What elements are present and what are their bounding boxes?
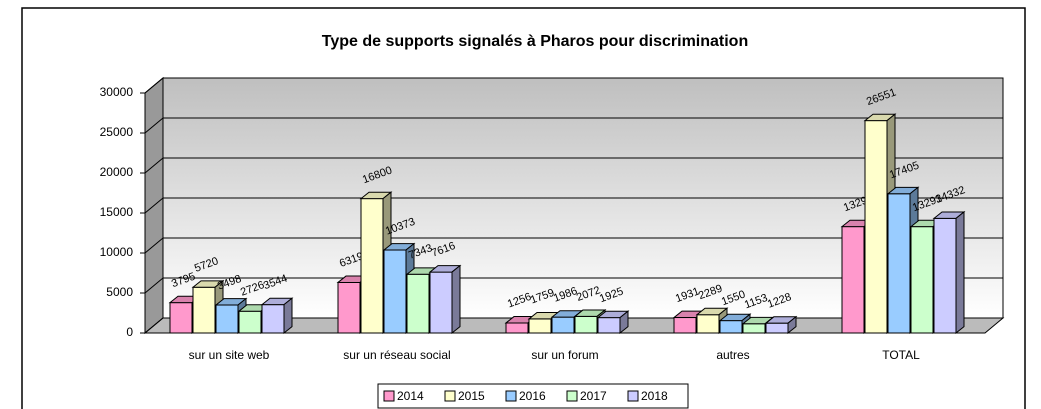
grid-line	[144, 197, 1003, 214]
bar-group	[260, 297, 294, 335]
x-tick-label: TOTAL	[882, 348, 920, 362]
legend-label: 2014	[397, 389, 424, 403]
bar-group	[428, 264, 462, 335]
bar	[864, 120, 888, 334]
y-tick-label: 10000	[100, 245, 134, 259]
grid-line	[144, 157, 1003, 174]
plot-area: 0 5000 10000 15000 20000 25000 30000 sur un sit…	[100, 76, 1005, 362]
x-tick-label: sur un forum	[531, 348, 598, 362]
chart-title: Type de supports signalés à Pharos pour …	[322, 33, 748, 50]
y-tick-label: 30000	[100, 85, 134, 99]
x-tick-label: sur un réseau social	[343, 348, 450, 362]
bar	[933, 217, 957, 334]
bar	[696, 314, 720, 334]
bar-group	[932, 210, 966, 335]
bar	[360, 198, 384, 334]
bar-side	[619, 310, 629, 335]
bar	[551, 316, 575, 334]
bar	[383, 249, 407, 334]
bar	[673, 317, 697, 334]
bar-side	[955, 210, 965, 335]
bar	[597, 317, 621, 334]
x-tick-label: autres	[716, 348, 749, 362]
bar	[742, 323, 766, 334]
legend-swatch	[444, 390, 456, 402]
bar-side	[451, 264, 461, 335]
bar	[192, 286, 216, 334]
bar	[910, 226, 934, 334]
bar	[238, 310, 262, 334]
y-tick-label: 5000	[106, 285, 133, 299]
bar	[765, 322, 789, 334]
legend-swatch	[627, 390, 639, 402]
y-tick-label: 20000	[100, 165, 134, 179]
bar	[429, 271, 453, 334]
bar-group	[596, 310, 630, 335]
bar	[261, 304, 285, 334]
bar	[505, 322, 529, 334]
bar	[841, 226, 865, 334]
legend-swatch	[566, 390, 578, 402]
bar	[337, 281, 361, 334]
bar	[169, 302, 193, 334]
legend-swatch	[383, 390, 395, 402]
bar	[719, 320, 743, 334]
bar	[406, 273, 430, 334]
y-tick-label: 25000	[100, 125, 134, 139]
grid-line	[144, 77, 1003, 94]
bar-side	[787, 315, 797, 335]
legend-label: 2017	[580, 389, 607, 403]
y-tick-label: 0	[126, 325, 133, 339]
y-tick-label: 15000	[100, 205, 134, 219]
bar	[528, 318, 552, 334]
x-tick-label: sur un site web	[189, 348, 270, 362]
legend-swatch	[505, 390, 517, 402]
grid-line	[144, 117, 1003, 134]
bar	[887, 193, 911, 334]
bar	[215, 304, 239, 334]
legend-label: 2016	[519, 389, 546, 403]
bar	[574, 315, 598, 334]
bar-group	[764, 315, 798, 335]
grid-line	[144, 237, 1003, 254]
legend-label: 2018	[641, 389, 668, 403]
legend-label: 2015	[458, 389, 485, 403]
grid-line	[144, 277, 1003, 294]
bar-side	[283, 297, 293, 335]
